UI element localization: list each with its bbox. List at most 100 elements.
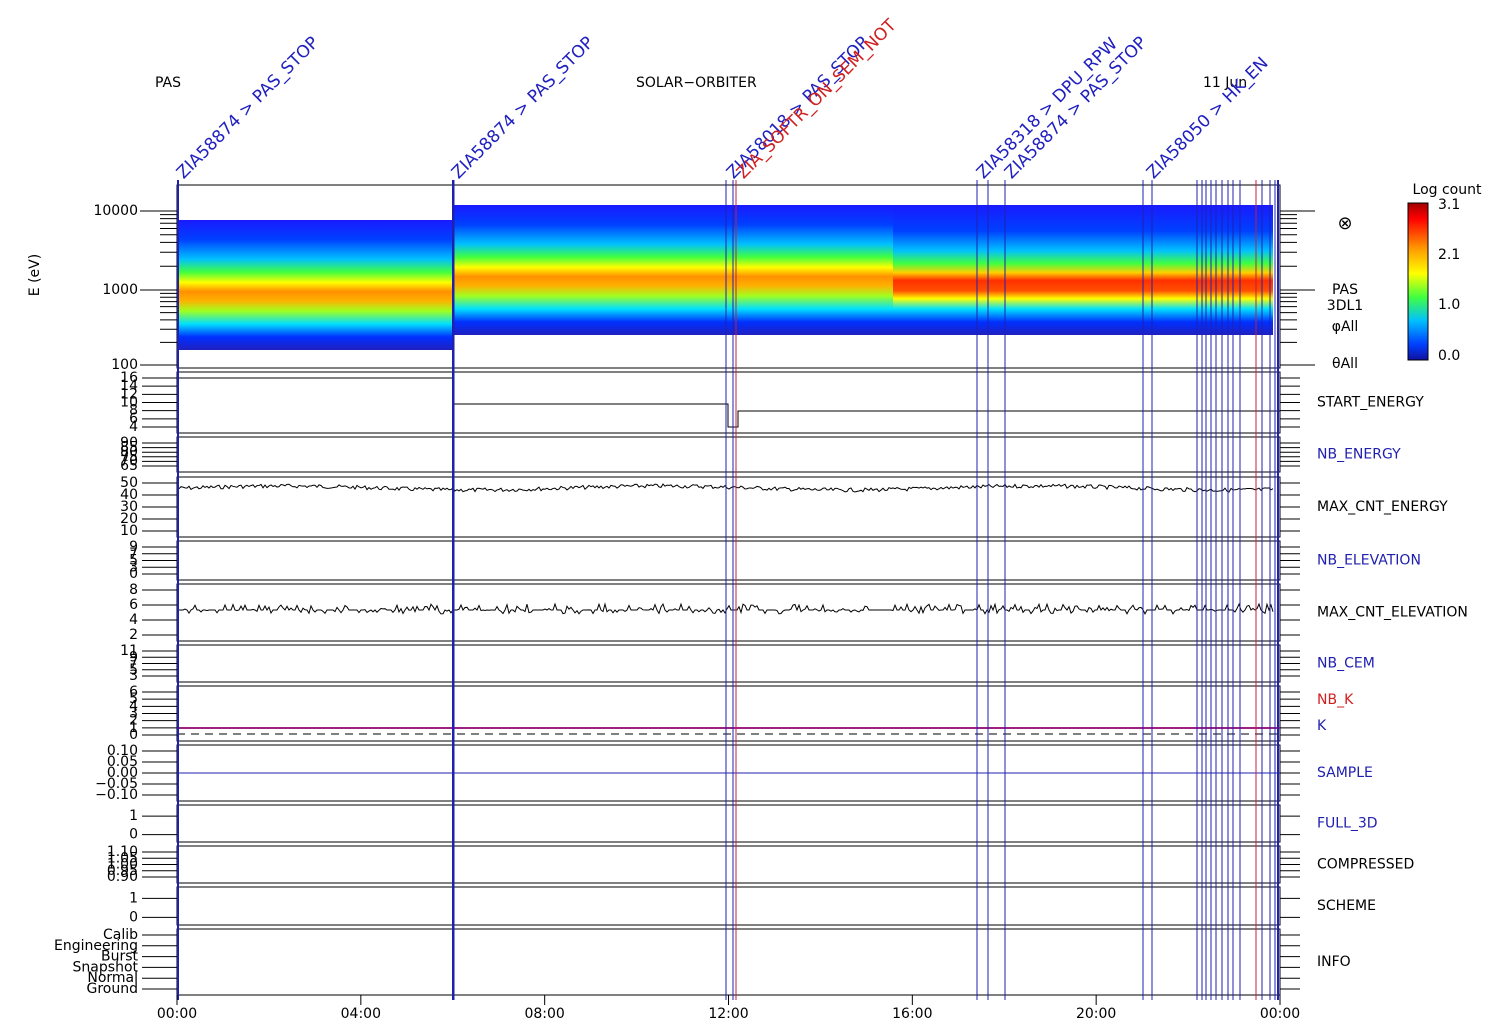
- y-tick-label: Ground: [87, 981, 139, 997]
- y-tick-label: 9: [129, 539, 138, 555]
- y-tick-label: 0: [129, 909, 138, 925]
- y-tick-label: Burst: [101, 949, 139, 965]
- y-tick-label: 1: [129, 808, 138, 824]
- y-tick-label: 7: [129, 656, 138, 672]
- y-tick-label: 4: [129, 612, 138, 628]
- spec-label: PAS: [1332, 282, 1358, 298]
- y-tick-label: 9: [129, 649, 138, 665]
- panel-label: NB_ELEVATION: [1317, 553, 1421, 569]
- panel-label: NB_ENERGY: [1317, 447, 1401, 463]
- trace: [176, 483, 1274, 493]
- colorbar-tick: 3.1: [1438, 197, 1460, 213]
- y-tick-label: 11: [120, 643, 138, 659]
- colorbar-tick: 0.0: [1438, 348, 1460, 364]
- y-tick-label: 3: [129, 559, 138, 575]
- y-tick-label: Engineering: [54, 938, 138, 954]
- y-tick-label: 50: [120, 475, 138, 491]
- colorbar: [1407, 202, 1429, 361]
- x-tick-label: 04:00: [341, 1006, 381, 1020]
- colorbar-tick: 1.0: [1438, 297, 1460, 313]
- y-tick-label: 2: [129, 713, 138, 729]
- panel: [176, 845, 1281, 884]
- x-tick-label: 00:00: [1260, 1006, 1300, 1020]
- y-tick-label: 75: [120, 449, 138, 465]
- y-tick-label: 30: [120, 499, 138, 515]
- y-tick-label: −0.10: [95, 787, 138, 803]
- y-tick-label: 5: [129, 553, 138, 569]
- y-tick-label: 8: [129, 582, 138, 598]
- y-tick-label: 6: [129, 597, 138, 613]
- colorbar-tick: 2.1: [1438, 247, 1460, 263]
- y-tick-label: 40: [120, 487, 138, 503]
- y-tick-label: 6: [129, 684, 138, 700]
- trace: [177, 377, 1280, 428]
- y-tick-label: 14: [120, 378, 138, 394]
- y-tick-label: 1.10: [107, 844, 138, 860]
- spec-label: φAll: [1332, 319, 1359, 335]
- event-label: ZIA_SOFTR_ON_SEM_NOT: [733, 15, 901, 183]
- y-tick-label: 6: [129, 411, 138, 427]
- y-tick-label: 10000: [93, 203, 138, 219]
- panel-label: INFO: [1317, 954, 1351, 970]
- panel-label: MAX_CNT_ELEVATION: [1317, 605, 1468, 621]
- y-tick-label: 90: [120, 435, 138, 451]
- y-tick-label: 5: [129, 691, 138, 707]
- panel-label: NB_CEM: [1317, 656, 1375, 672]
- y-tick-label: 0: [129, 566, 138, 582]
- y-tick-label: Calib: [103, 927, 138, 943]
- y-tick-label: 7: [129, 546, 138, 562]
- y-tick-label: 1.00: [107, 857, 138, 873]
- colorbar-title: Log count: [1413, 182, 1482, 198]
- panel: [176, 540, 1281, 581]
- panel: [176, 928, 1281, 996]
- header-center: SOLAR−ORBITER: [636, 75, 757, 91]
- x-tick-label: 20:00: [1076, 1006, 1116, 1020]
- y-tick-label: 4: [129, 419, 138, 435]
- y-tick-label: 0.10: [107, 743, 138, 759]
- y-tick-label: 0: [129, 727, 138, 743]
- y-tick-label: 1: [129, 890, 138, 906]
- event-label: ZIA58318 > DPU_RPW: [973, 34, 1122, 183]
- event-label: ZIA58874 > PAS_STOP: [173, 33, 323, 183]
- spec-label: θAll: [1332, 356, 1358, 372]
- y-tick-label: 0.00: [107, 765, 138, 781]
- y-tick-label: 10: [120, 395, 138, 411]
- spec-label: 3DL1: [1327, 298, 1363, 314]
- y-tick-label: 70: [120, 453, 138, 469]
- spectrogram: [453, 205, 893, 335]
- x-tick-label: 08:00: [524, 1006, 564, 1020]
- panel: [176, 685, 1281, 742]
- y-tick-label: 2: [129, 627, 138, 643]
- header-right: 11 Jun: [1203, 75, 1247, 91]
- y-axis-title: E (eV): [27, 254, 43, 296]
- y-tick-label: 8: [129, 403, 138, 419]
- panel-label: MAX_CNT_ENERGY: [1317, 499, 1448, 515]
- panel-label: START_ENERGY: [1317, 395, 1424, 411]
- panel-label: SAMPLE: [1317, 765, 1373, 781]
- panel-label: COMPRESSED: [1317, 857, 1414, 873]
- panel-label: NB_K: [1317, 692, 1354, 708]
- trace: [176, 602, 1274, 616]
- y-tick-label: 80: [120, 444, 138, 460]
- panel: [176, 886, 1281, 926]
- y-tick-label: 3: [129, 668, 138, 684]
- y-tick-label: 0.90: [107, 869, 138, 885]
- spectrogram: [177, 220, 453, 350]
- y-tick-label: 16: [120, 370, 138, 386]
- y-tick-label: 5: [129, 662, 138, 678]
- y-tick-label: 100: [111, 357, 138, 373]
- y-tick-label: 85: [120, 440, 138, 456]
- y-tick-label: Normal: [87, 970, 138, 986]
- panel: [176, 583, 1281, 642]
- panel-label: K: [1317, 718, 1327, 734]
- y-tick-label: 4: [129, 698, 138, 714]
- y-tick-label: 65: [120, 458, 138, 474]
- event-label: ZIA58874 > PAS_STOP: [1001, 33, 1151, 183]
- y-tick-label: 12: [120, 386, 138, 402]
- y-tick-label: 0.05: [107, 754, 138, 770]
- y-tick-label: 0: [129, 827, 138, 843]
- y-tick-label: 1.05: [107, 850, 138, 866]
- panel: [176, 436, 1281, 473]
- x-tick-label: 00:00: [157, 1006, 197, 1020]
